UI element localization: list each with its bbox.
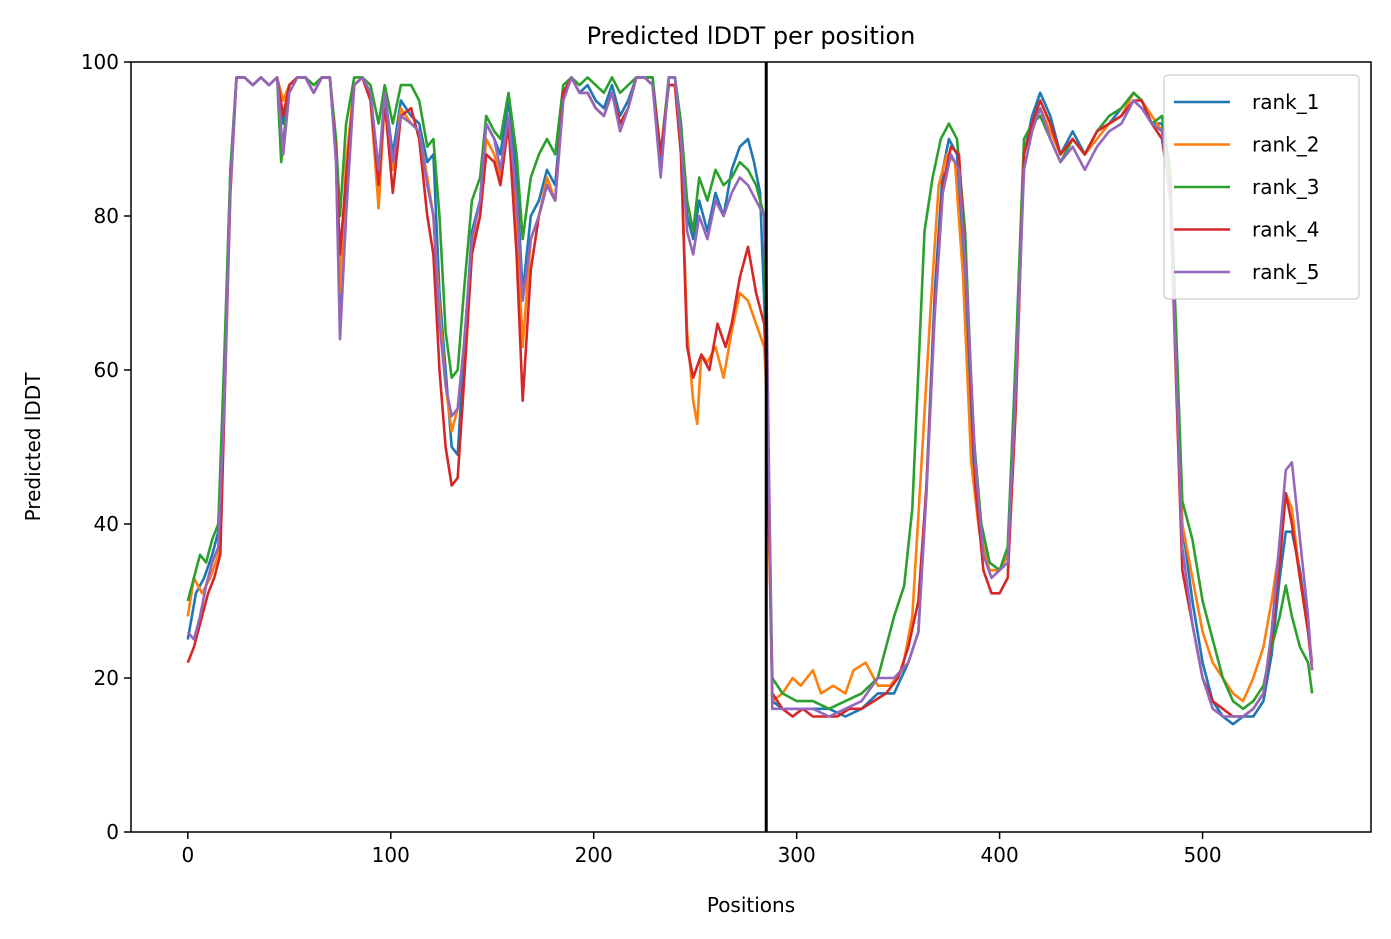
y-tick-label: 20 <box>94 666 119 690</box>
y-tick-label: 0 <box>106 820 119 844</box>
series-line-rank-4 <box>186 76 1314 718</box>
legend-label: rank_1 <box>1252 90 1319 114</box>
y-axis-ticks: 0 20 40 60 80 100 <box>81 50 131 844</box>
plot-series-group <box>186 76 1314 726</box>
series-line-rank-5 <box>186 76 1314 718</box>
legend-label: rank_5 <box>1252 260 1319 284</box>
legend-label: rank_4 <box>1252 218 1319 242</box>
x-tick-label: 0 <box>181 843 194 867</box>
x-tick-label: 200 <box>575 843 613 867</box>
y-axis-label: Predicted lDDT <box>21 372 45 522</box>
legend-label: rank_3 <box>1252 175 1319 199</box>
x-tick-label: 500 <box>1183 843 1221 867</box>
legend: rank_1 rank_2 rank_3 rank_4 rank_5 <box>1163 74 1360 300</box>
x-tick-label: 400 <box>981 843 1019 867</box>
series-line-rank-3 <box>186 76 1314 711</box>
plot-frame <box>130 61 1372 833</box>
y-tick-label: 60 <box>94 358 119 382</box>
x-tick-label: 100 <box>372 843 410 867</box>
x-tick-label: 300 <box>778 843 816 867</box>
legend-box <box>1163 74 1360 300</box>
y-tick-label: 100 <box>81 50 119 74</box>
y-tick-label: 40 <box>94 512 119 536</box>
x-axis-label: Positions <box>707 893 795 917</box>
x-axis-ticks: 0 100 200 300 400 500 <box>181 832 1222 867</box>
chart-title: Predicted lDDT per position <box>587 22 916 50</box>
y-tick-label: 80 <box>94 204 119 228</box>
legend-label: rank_2 <box>1252 133 1319 157</box>
